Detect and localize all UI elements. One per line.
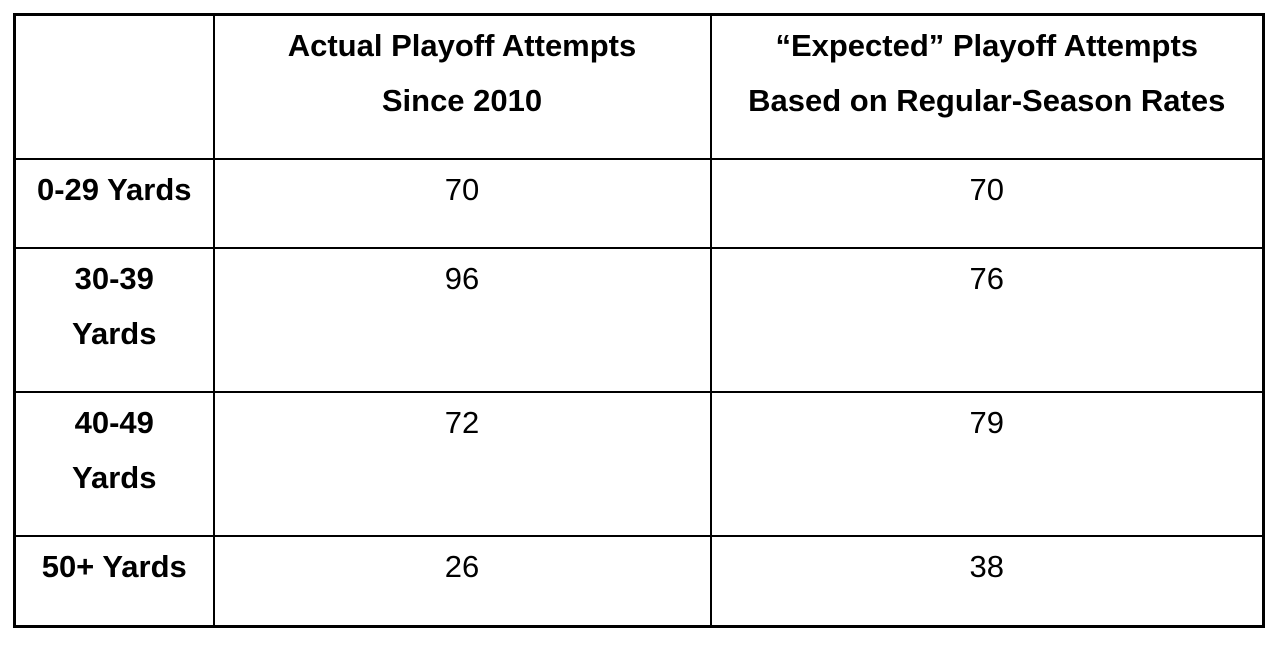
header-actual-line1: Actual Playoff Attempts xyxy=(287,28,637,63)
header-expected-line2: Based on Regular-Season Rates xyxy=(748,83,1226,118)
expected-value-30-39: 76 xyxy=(709,247,1265,393)
actual-value-30-39: 96 xyxy=(212,247,712,393)
header-expected-line1: “Expected” Playoff Attempts xyxy=(775,28,1199,63)
table-row-30-39: 30-39 Yards 96 76 xyxy=(13,247,1265,393)
actual-value-40-49: 72 xyxy=(212,391,712,537)
table-row-0-29: 0-29 Yards 70 70 xyxy=(13,158,1265,249)
row-label-line1: 0-29 Yards xyxy=(36,172,192,207)
expected-value-0-29: 70 xyxy=(709,158,1265,249)
header-row: Actual Playoff Attempts Since 2010 “Expe… xyxy=(13,13,1265,160)
row-label-line1: 50+ Yards xyxy=(41,549,187,584)
corner-cell xyxy=(13,13,215,160)
header-actual-line2: Since 2010 xyxy=(381,83,543,118)
header-actual-attempts: Actual Playoff Attempts Since 2010 xyxy=(212,13,712,160)
header-expected-attempts: “Expected” Playoff Attempts Based on Reg… xyxy=(709,13,1265,160)
expected-value-40-49: 79 xyxy=(709,391,1265,537)
table-row-50-plus: 50+ Yards 26 38 xyxy=(13,535,1265,628)
row-label-line2: Yards xyxy=(72,460,157,495)
row-label-40-49: 40-49 Yards xyxy=(13,391,215,537)
row-label-0-29: 0-29 Yards xyxy=(13,158,215,249)
row-label-50-plus: 50+ Yards xyxy=(13,535,215,628)
row-label-line1: 30-39 xyxy=(74,261,154,296)
playoff-attempts-table: Actual Playoff Attempts Since 2010 “Expe… xyxy=(13,13,1265,628)
row-label-line1: 40-49 xyxy=(74,405,154,440)
actual-value-0-29: 70 xyxy=(212,158,712,249)
row-label-line2: Yards xyxy=(72,316,157,351)
row-label-30-39: 30-39 Yards xyxy=(13,247,215,393)
actual-value-50-plus: 26 xyxy=(212,535,712,628)
expected-value-50-plus: 38 xyxy=(709,535,1265,628)
table-row-40-49: 40-49 Yards 72 79 xyxy=(13,391,1265,537)
